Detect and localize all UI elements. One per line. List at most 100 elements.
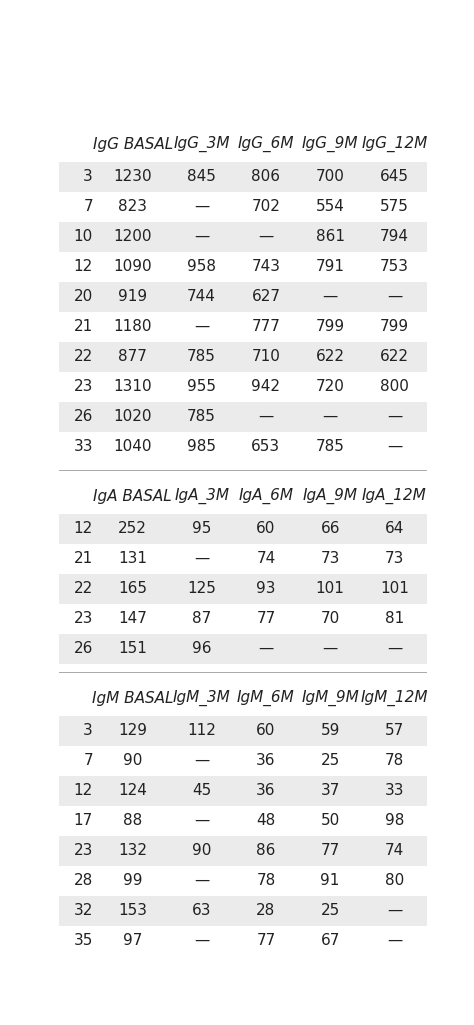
Text: 958: 958 [187, 259, 216, 274]
Bar [59, 372, 427, 402]
Bar [59, 681, 427, 715]
Text: 37: 37 [320, 783, 340, 798]
Text: 78: 78 [256, 873, 275, 889]
Text: 794: 794 [380, 230, 409, 244]
Bar [59, 479, 427, 514]
Text: 744: 744 [187, 289, 216, 304]
Text: 785: 785 [187, 409, 216, 424]
Text: 70: 70 [320, 611, 340, 626]
Text: 77: 77 [320, 844, 340, 858]
Text: 50: 50 [320, 813, 340, 828]
Text: —: — [194, 199, 209, 214]
Text: 66: 66 [320, 521, 340, 536]
Text: 90: 90 [123, 753, 142, 768]
Text: 35: 35 [73, 933, 93, 948]
Text: 20: 20 [74, 289, 93, 304]
Text: 1180: 1180 [113, 319, 152, 334]
Bar [59, 162, 427, 192]
Text: IgA_9M: IgA_9M [303, 488, 358, 504]
Text: 653: 653 [251, 439, 281, 454]
Text: IgG_9M: IgG_9M [302, 136, 358, 153]
Bar [59, 341, 427, 372]
Text: —: — [387, 933, 402, 948]
Text: —: — [194, 933, 209, 948]
Bar [59, 282, 427, 312]
Text: 720: 720 [316, 379, 345, 394]
Text: 91: 91 [320, 873, 340, 889]
Text: 28: 28 [256, 903, 275, 918]
Text: —: — [258, 409, 273, 424]
Text: 25: 25 [320, 903, 340, 918]
Text: IgA BASAL: IgA BASAL [93, 489, 172, 504]
Text: 165: 165 [118, 581, 147, 597]
Bar [59, 633, 427, 663]
Text: 90: 90 [192, 844, 211, 858]
Text: IgG_6M: IgG_6M [237, 136, 294, 153]
Text: IgM BASAL: IgM BASAL [92, 691, 173, 706]
Text: 17: 17 [74, 813, 93, 828]
Bar [59, 776, 427, 806]
Text: 73: 73 [385, 551, 404, 566]
Bar [59, 192, 427, 221]
Text: 22: 22 [74, 581, 93, 597]
Text: 97: 97 [123, 933, 142, 948]
Text: —: — [194, 230, 209, 244]
Text: 99: 99 [123, 873, 143, 889]
Text: 800: 800 [380, 379, 409, 394]
Text: 98: 98 [385, 813, 404, 828]
Bar [59, 604, 427, 633]
Bar [59, 127, 427, 162]
Text: 700: 700 [316, 169, 345, 184]
Text: 57: 57 [385, 724, 404, 738]
Text: 919: 919 [118, 289, 147, 304]
Text: 23: 23 [73, 611, 93, 626]
Text: 575: 575 [380, 199, 409, 214]
Text: 112: 112 [187, 724, 216, 738]
Text: 88: 88 [123, 813, 142, 828]
Text: 1230: 1230 [113, 169, 152, 184]
Text: 147: 147 [118, 611, 147, 626]
Text: 25: 25 [320, 753, 340, 768]
Text: 21: 21 [74, 551, 93, 566]
Text: 985: 985 [187, 439, 216, 454]
Text: 74: 74 [385, 844, 404, 858]
Text: —: — [322, 409, 338, 424]
Bar [59, 746, 427, 776]
Text: 33: 33 [73, 439, 93, 454]
Text: —: — [258, 642, 273, 656]
Text: 95: 95 [192, 521, 211, 536]
Text: 877: 877 [118, 350, 147, 364]
Text: IgM_12M: IgM_12M [361, 690, 428, 706]
Text: —: — [387, 289, 402, 304]
Text: —: — [387, 409, 402, 424]
Text: 93: 93 [256, 581, 276, 597]
Text: 80: 80 [385, 873, 404, 889]
Text: 28: 28 [74, 873, 93, 889]
Text: 1040: 1040 [113, 439, 152, 454]
Text: 101: 101 [316, 581, 345, 597]
Text: 81: 81 [385, 611, 404, 626]
Bar [59, 806, 427, 835]
Text: 48: 48 [256, 813, 275, 828]
Text: 26: 26 [73, 409, 93, 424]
Text: 77: 77 [256, 611, 275, 626]
Text: 132: 132 [118, 844, 147, 858]
Text: 151: 151 [118, 642, 147, 656]
Text: 45: 45 [192, 783, 211, 798]
Text: 1200: 1200 [113, 230, 152, 244]
Text: 1090: 1090 [113, 259, 152, 274]
Text: IgM_6M: IgM_6M [237, 690, 295, 706]
Text: 1020: 1020 [113, 409, 152, 424]
Text: 554: 554 [316, 199, 345, 214]
Text: IgA_3M: IgA_3M [174, 488, 229, 504]
Text: 67: 67 [320, 933, 340, 948]
Bar [59, 926, 427, 955]
Text: —: — [387, 642, 402, 656]
Text: 74: 74 [256, 551, 275, 566]
Bar [59, 835, 427, 866]
Text: —: — [387, 903, 402, 918]
Text: 73: 73 [320, 551, 340, 566]
Text: 32: 32 [73, 903, 93, 918]
Text: —: — [194, 753, 209, 768]
Text: IgA_6M: IgA_6M [238, 488, 293, 504]
